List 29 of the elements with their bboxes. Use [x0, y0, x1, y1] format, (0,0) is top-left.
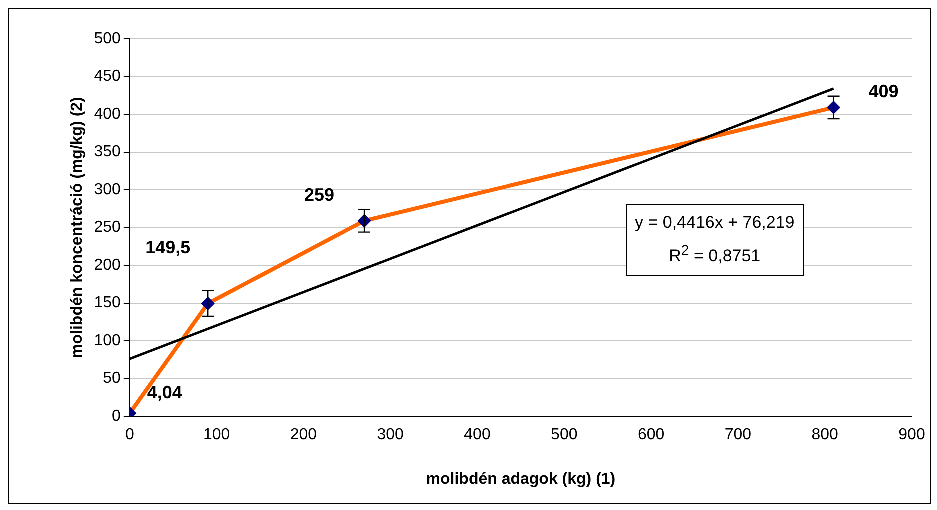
data-label: 149,5 [146, 238, 191, 258]
annotation: R$^{2}$ = 0,8751 [668, 242, 762, 268]
y-tick-label: 200 [94, 256, 121, 274]
x-axis-title: molibdén adagok (kg) (1) [426, 470, 616, 488]
y-tick-label: 500 [94, 30, 121, 48]
x-tick-label: 900 [898, 426, 926, 444]
x-tick-label: 0 [125, 426, 134, 444]
y-tick-label: 450 [94, 68, 121, 86]
annotation: y = 0,4416x + 76,219 [635, 212, 795, 234]
x-tick-label: 100 [203, 426, 230, 444]
data-label: 409 [868, 82, 899, 102]
y-axis-title: molibdén koncentráció (mg/kg) (2) [69, 97, 86, 358]
y-tick-label: 150 [94, 294, 121, 312]
y-tick-label: 300 [94, 181, 121, 198]
x-tick-label: 800 [812, 426, 839, 444]
data-label: 4,04 [147, 382, 182, 403]
y-tick-label: 350 [94, 144, 121, 161]
y-tick-label: 100 [94, 332, 121, 350]
x-tick-label: 600 [638, 426, 665, 444]
y-tick-label: 50 [103, 370, 121, 388]
x-tick-label: 300 [377, 426, 404, 444]
data-label: 259 [304, 184, 335, 205]
y-tick-label: 0 [112, 408, 121, 426]
x-tick-label: 200 [290, 426, 318, 444]
y-tick-label: 250 [94, 219, 121, 236]
x-tick-label: 700 [724, 426, 752, 444]
x-tick-label: 500 [551, 426, 578, 444]
y-tick-label: 400 [94, 106, 121, 123]
x-tick-label: 400 [464, 426, 491, 444]
